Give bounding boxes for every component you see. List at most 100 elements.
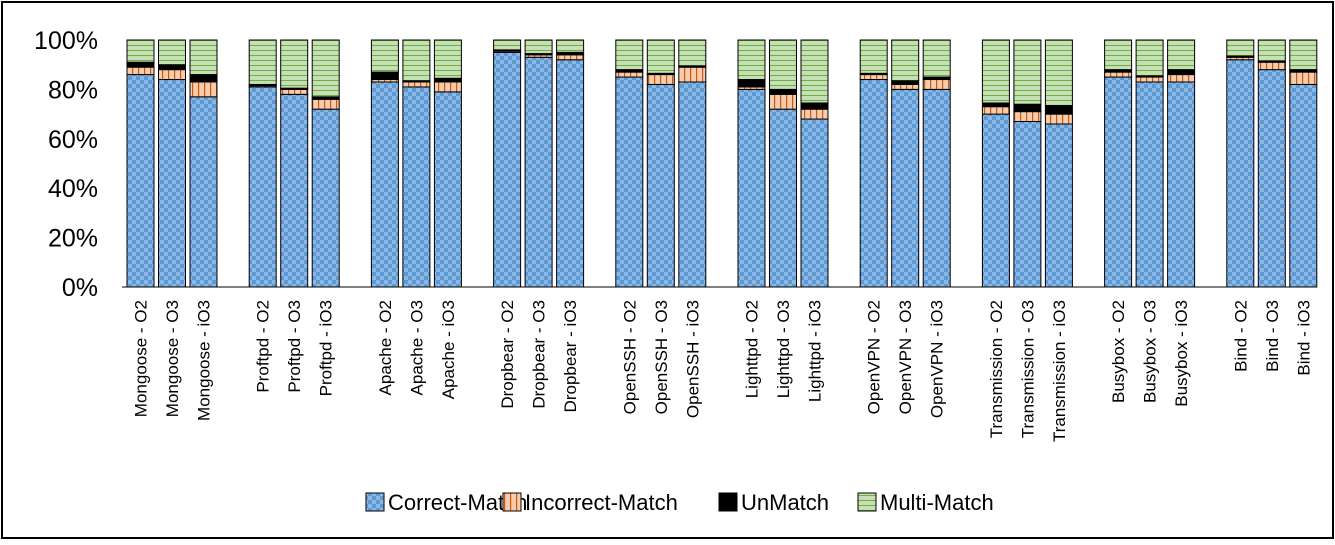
multi-match-segment: [311, 39, 340, 98]
incorrect-match-segment: [646, 74, 675, 85]
x-tick-label: OpenVPN - iO3: [928, 300, 947, 418]
incorrect-match-segment: [280, 88, 309, 95]
x-tick-label: Proftpd - O2: [254, 300, 273, 393]
y-tick-label: 20%: [48, 225, 98, 253]
y-tick-label: 100%: [34, 27, 98, 55]
x-tick-label: Transmission - iO3: [1050, 300, 1069, 442]
incorrect-match-legend-swatch: [502, 492, 522, 512]
unmatch-segment: [981, 102, 1010, 108]
incorrect-match-segment: [158, 69, 186, 81]
correct-match-segment: [493, 51, 522, 288]
y-tick-label: 80%: [48, 76, 98, 104]
multi-match-segment: [737, 39, 766, 81]
correct-match-segment: [158, 79, 186, 288]
correct-match-segment: [1104, 76, 1133, 288]
incorrect-match-segment: [556, 54, 585, 61]
multi-match-segment: [493, 39, 522, 51]
correct-match-segment: [1257, 69, 1286, 288]
multi-match-segment: [769, 39, 797, 90]
multi-match-segment: [402, 39, 431, 82]
x-tick-label: Mongoose - iO3: [195, 300, 214, 421]
correct-match-segment: [615, 76, 644, 288]
x-tick-label: Mongoose - O3: [163, 300, 182, 417]
legend-label: Incorrect-Match: [525, 490, 678, 515]
multi-match-segment: [248, 39, 277, 85]
unmatch-segment: [370, 71, 399, 81]
multi-match-segment: [1289, 39, 1318, 71]
multi-match-segment: [891, 39, 920, 82]
incorrect-match-segment: [126, 66, 155, 76]
correct-match-segment: [922, 88, 951, 288]
x-axis-labels: Mongoose - O2 Mongoose - O3 Mongoose - iO3…: [132, 300, 1314, 442]
x-tick-label: Proftpd - iO3: [317, 300, 336, 396]
multi-match-legend-swatch: [857, 492, 877, 512]
correct-match-segment: [1289, 83, 1318, 288]
incorrect-match-segment: [1167, 74, 1196, 83]
correct-match-segment: [126, 74, 155, 288]
correct-match-segment: [1013, 121, 1042, 288]
correct-match-segment: [646, 83, 675, 288]
incorrect-match-segment: [1289, 71, 1318, 85]
multi-match-segment: [524, 39, 553, 55]
multi-match-segment: [158, 39, 186, 66]
multi-match-segment: [646, 39, 675, 74]
multi-match-segment: [126, 39, 155, 63]
y-tick-label: 60%: [48, 126, 98, 154]
multi-match-segment: [678, 39, 707, 67]
legend-label: UnMatch: [741, 490, 829, 515]
x-tick-label: Busybox - O2: [1109, 300, 1128, 403]
unmatch-segment: [1013, 103, 1042, 113]
correct-match-segment: [280, 93, 309, 288]
correct-match-segment: [370, 81, 399, 288]
multi-match-segment: [1104, 39, 1133, 71]
incorrect-match-segment: [981, 106, 1010, 115]
y-tick-label: 0%: [62, 274, 98, 302]
x-tick-label: Lighttpd - iO3: [806, 300, 825, 402]
unmatch-segment: [769, 88, 797, 95]
correct-match-legend-swatch: [365, 492, 385, 512]
unmatch-segment: [737, 79, 766, 88]
x-tick-label: Busybox - O3: [1141, 300, 1160, 403]
multi-match-segment: [981, 39, 1010, 104]
unmatch-segment: [800, 102, 829, 110]
incorrect-match-segment: [678, 66, 707, 83]
correct-match-segment: [1135, 81, 1164, 288]
x-tick-label: Dropbear - iO3: [561, 300, 580, 412]
incorrect-match-segment: [615, 71, 644, 78]
incorrect-match-segment: [769, 93, 797, 110]
x-tick-label: Dropbear - O3: [530, 300, 549, 409]
correct-match-segment: [769, 108, 797, 288]
x-tick-label: OpenVPN - O2: [865, 300, 884, 414]
incorrect-match-segment: [922, 79, 951, 90]
multi-match-segment: [1135, 39, 1164, 77]
incorrect-match-segment: [189, 81, 218, 98]
multi-match-segment: [1013, 39, 1042, 105]
x-tick-label: OpenSSH - iO3: [683, 300, 702, 418]
incorrect-match-segment: [859, 74, 888, 81]
correct-match-segment: [402, 86, 431, 288]
x-tick-label: Dropbear - O2: [498, 300, 517, 409]
correct-match-segment: [678, 81, 707, 288]
incorrect-match-segment: [1135, 76, 1164, 83]
unmatch-segment: [1044, 104, 1073, 115]
correct-match-segment: [433, 91, 462, 288]
multi-match-segment: [859, 39, 888, 74]
x-tick-label: Bind - O2: [1231, 300, 1250, 372]
x-tick-label: Busybox - iO3: [1172, 300, 1191, 407]
incorrect-match-segment: [1257, 61, 1286, 71]
x-tick-label: Transmission - O2: [987, 300, 1006, 438]
x-tick-label: OpenSSH - O2: [620, 300, 639, 414]
x-tick-label: Bind - iO3: [1294, 300, 1313, 376]
x-tick-label: Apache - O2: [376, 300, 395, 395]
y-axis: 0% 20% 40% 60% 80% 100%: [34, 27, 98, 302]
multi-match-segment: [433, 39, 462, 79]
legend-label: Multi-Match: [880, 490, 994, 515]
correct-match-segment: [737, 88, 766, 288]
unmatch-segment: [158, 64, 186, 71]
incorrect-match-segment: [800, 108, 829, 120]
multi-match-segment: [1257, 39, 1286, 62]
multi-match-segment: [1167, 39, 1196, 71]
